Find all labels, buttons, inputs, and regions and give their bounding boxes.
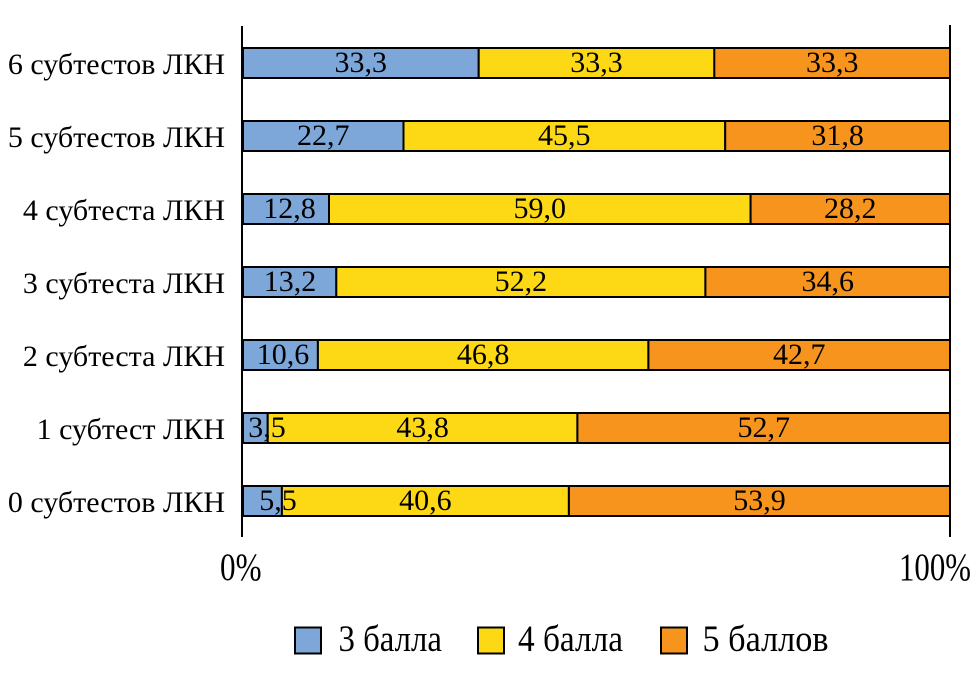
svg-text:1 субтест ЛКН: 1 субтест ЛКН — [37, 413, 225, 446]
svg-text:33,3: 33,3 — [570, 46, 623, 79]
svg-text:31,8: 31,8 — [811, 119, 864, 152]
svg-text:3,5: 3,5 — [248, 411, 286, 444]
svg-text:28,2: 28,2 — [824, 192, 877, 225]
svg-text:0%: 0% — [220, 546, 262, 589]
svg-text:43,8: 43,8 — [396, 411, 449, 444]
svg-text:3 субтеста ЛКН: 3 субтеста ЛКН — [23, 267, 225, 300]
svg-text:22,7: 22,7 — [297, 119, 350, 152]
svg-text:12,8: 12,8 — [263, 192, 316, 225]
svg-text:45,5: 45,5 — [538, 119, 591, 152]
svg-text:4 субтеста ЛКН: 4 субтеста ЛКН — [23, 194, 225, 227]
svg-text:10,6: 10,6 — [257, 338, 310, 371]
svg-text:6 субтестов ЛКН: 6 субтестов ЛКН — [8, 48, 225, 81]
svg-text:0 субтестов ЛКН: 0 субтестов ЛКН — [8, 486, 225, 519]
svg-text:3 балла: 3 балла — [339, 619, 443, 660]
svg-text:34,6: 34,6 — [801, 265, 854, 298]
svg-text:13,2: 13,2 — [264, 265, 317, 298]
svg-text:53,9: 53,9 — [733, 484, 786, 517]
svg-text:33,3: 33,3 — [335, 46, 388, 79]
svg-text:52,7: 52,7 — [737, 411, 790, 444]
svg-text:4 балла: 4 балла — [518, 619, 623, 660]
svg-text:5 баллов: 5 баллов — [703, 619, 829, 660]
svg-text:52,2: 52,2 — [495, 265, 548, 298]
svg-text:5 субтестов ЛКН: 5 субтестов ЛКН — [8, 121, 225, 154]
svg-text:100%: 100% — [899, 546, 971, 589]
svg-text:5,5: 5,5 — [259, 484, 297, 517]
svg-text:33,3: 33,3 — [806, 46, 859, 79]
svg-text:46,8: 46,8 — [457, 338, 510, 371]
svg-text:2 субтеста ЛКН: 2 субтеста ЛКН — [23, 340, 225, 373]
svg-text:59,0: 59,0 — [514, 192, 567, 225]
svg-text:42,7: 42,7 — [773, 338, 826, 371]
svg-text:40,6: 40,6 — [399, 484, 452, 517]
